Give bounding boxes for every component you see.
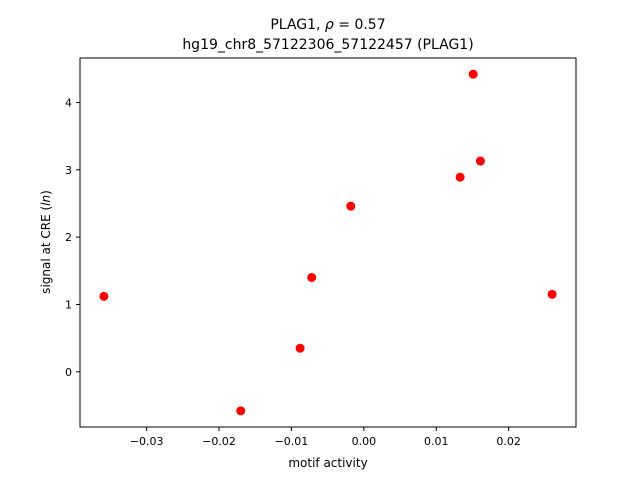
x-tick-label: −0.02 (202, 435, 236, 448)
plot-frame (79, 57, 577, 428)
y-tick-label: 0 (65, 366, 72, 379)
ylabel-italic: ln (39, 195, 53, 206)
data-point-2 (236, 406, 246, 416)
data-point-8 (475, 156, 485, 166)
data-point-6 (455, 172, 465, 182)
x-axis-label: motif activity (288, 456, 367, 470)
chart-title-line1: PLAG1, ρ = 0.57 (270, 17, 385, 33)
x-tick-label: −0.03 (130, 435, 164, 448)
plot-marks (99, 69, 557, 416)
x-tick-label: −0.01 (275, 435, 309, 448)
title-suffix: = 0.57 (334, 17, 386, 33)
data-point-4 (307, 273, 317, 283)
ylabel-suffix: ) (39, 190, 53, 195)
y-tick-label: 1 (65, 298, 72, 311)
title-rho: ρ (325, 17, 334, 33)
x-tick-label: 0.01 (424, 435, 449, 448)
x-tick-label: 0.02 (496, 435, 521, 448)
data-point-3 (295, 343, 305, 353)
data-point-5 (346, 201, 356, 211)
y-tick-label: 4 (65, 96, 72, 109)
chart-title-line2: hg19_chr8_57122306_57122457 (PLAG1) (182, 37, 473, 53)
y-tick-label: 2 (65, 231, 72, 244)
data-point-9 (547, 289, 557, 299)
y-tick-label: 3 (65, 164, 72, 177)
y-axis-label: signal at CRE (ln) (39, 190, 53, 294)
title-prefix: PLAG1, (270, 17, 325, 33)
data-point-7 (468, 69, 478, 79)
data-point-1 (99, 291, 109, 301)
y-axis-ticks: 0 1 2 3 4 (65, 96, 80, 379)
x-axis-ticks: −0.03 −0.02 −0.01 0.00 0.01 0.02 (130, 427, 521, 448)
x-tick-label: 0.00 (352, 435, 377, 448)
ylabel-prefix: signal at CRE ( (39, 206, 53, 294)
